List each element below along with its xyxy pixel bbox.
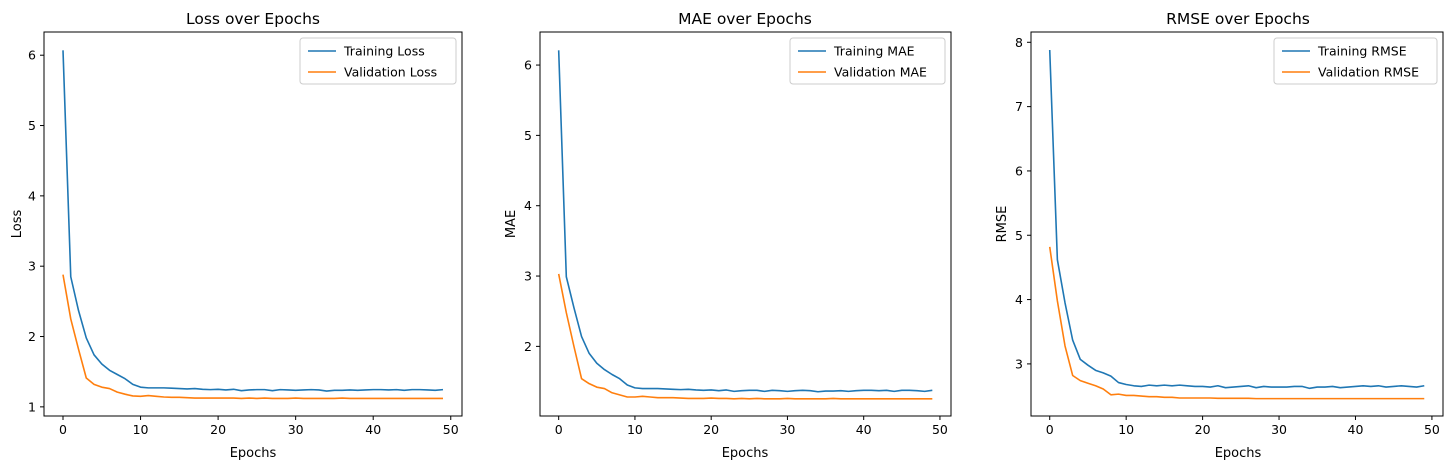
series-line-validation [557, 273, 933, 400]
legend: Training RMSE Validation RMSE [1273, 37, 1438, 85]
x-tick-label: 40 [856, 422, 872, 437]
legend-frame [299, 37, 457, 85]
tick-group: 0 10 20 30 40 50 2 3 4 5 6 [524, 58, 948, 437]
y-tick-label: 2 [524, 339, 532, 354]
x-axis-label: Epochs [722, 446, 769, 461]
chart-title: MAE over Epochs [678, 10, 812, 28]
x-tick-label: 50 [443, 422, 459, 437]
series-line-training [1048, 49, 1425, 390]
x-tick-label: 10 [133, 422, 149, 437]
y-axis-label: RMSE [995, 206, 1010, 243]
x-tick-label: 10 [1118, 422, 1134, 437]
y-axis-label: Loss [10, 210, 25, 239]
y-tick-label: 3 [28, 259, 36, 274]
y-tick-label: 4 [28, 188, 36, 203]
x-tick-label: 40 [365, 422, 381, 437]
tick-group: 0 10 20 30 40 50 3 4 5 6 7 8 [1015, 35, 1440, 437]
y-tick-label: 8 [1015, 35, 1023, 50]
y-tick-label: 5 [524, 128, 532, 143]
legend-label: Validation Loss [344, 65, 437, 80]
plot-area [43, 31, 463, 417]
chart-title: RMSE over Epochs [1166, 10, 1310, 28]
y-tick-label: 6 [28, 48, 36, 63]
y-tick-label: 6 [524, 58, 532, 73]
x-tick-label: 50 [1424, 422, 1440, 437]
y-tick-label: 7 [1015, 99, 1023, 114]
tick-group: 0 10 20 30 40 50 1 2 3 4 5 6 [28, 48, 459, 437]
x-tick-label: 0 [59, 422, 67, 437]
y-tick-label: 3 [1015, 356, 1023, 371]
y-tick-label: 6 [1015, 163, 1023, 178]
plot-area [1030, 31, 1444, 417]
plot-area [539, 31, 952, 417]
x-tick-label: 30 [779, 422, 795, 437]
y-tick-label: 5 [1015, 228, 1023, 243]
subplot-rmse: RMSE over Epochs 0 10 20 30 40 50 3 4 5 6 7 8 Epoch… [995, 10, 1444, 461]
legend-label: Training RMSE [1317, 44, 1407, 59]
y-tick-label: 2 [28, 329, 36, 344]
legend-label: Validation RMSE [1318, 65, 1419, 80]
x-tick-label: 50 [932, 422, 948, 437]
legend-frame [1273, 37, 1438, 85]
legend-label: Training MAE [833, 44, 915, 59]
x-tick-label: 30 [288, 422, 304, 437]
y-tick-label: 4 [1015, 292, 1023, 307]
x-tick-label: 20 [210, 422, 226, 437]
legend: Training Loss Validation Loss [299, 37, 457, 85]
x-tick-label: 20 [703, 422, 719, 437]
legend-label: Validation MAE [834, 65, 927, 80]
series-group [1048, 49, 1425, 400]
legend: Training MAE Validation MAE [789, 37, 946, 85]
y-tick-label: 5 [28, 118, 36, 133]
legend-label: Training Loss [343, 44, 425, 59]
x-tick-label: 10 [627, 422, 643, 437]
series-line-training [62, 50, 444, 392]
subplot-loss: Loss over Epochs 0 10 20 30 40 50 1 2 3 4 5 6 Epoch… [10, 10, 463, 461]
legend-frame [789, 37, 946, 85]
x-tick-label: 30 [1271, 422, 1287, 437]
y-tick-label: 1 [28, 399, 36, 414]
series-group [62, 50, 444, 400]
y-tick-label: 3 [524, 269, 532, 284]
y-tick-label: 4 [524, 198, 532, 213]
x-tick-label: 0 [1046, 422, 1054, 437]
series-line-validation [62, 274, 443, 400]
y-axis-label: MAE [504, 210, 519, 238]
series-group [557, 50, 933, 400]
x-tick-label: 40 [1348, 422, 1364, 437]
x-axis-label: Epochs [230, 446, 277, 461]
series-line-training [557, 50, 933, 393]
x-tick-label: 0 [555, 422, 563, 437]
x-tick-label: 20 [1195, 422, 1211, 437]
x-axis-label: Epochs [1215, 446, 1262, 461]
chart-title: Loss over Epochs [186, 10, 320, 28]
series-line-validation [1048, 246, 1425, 400]
